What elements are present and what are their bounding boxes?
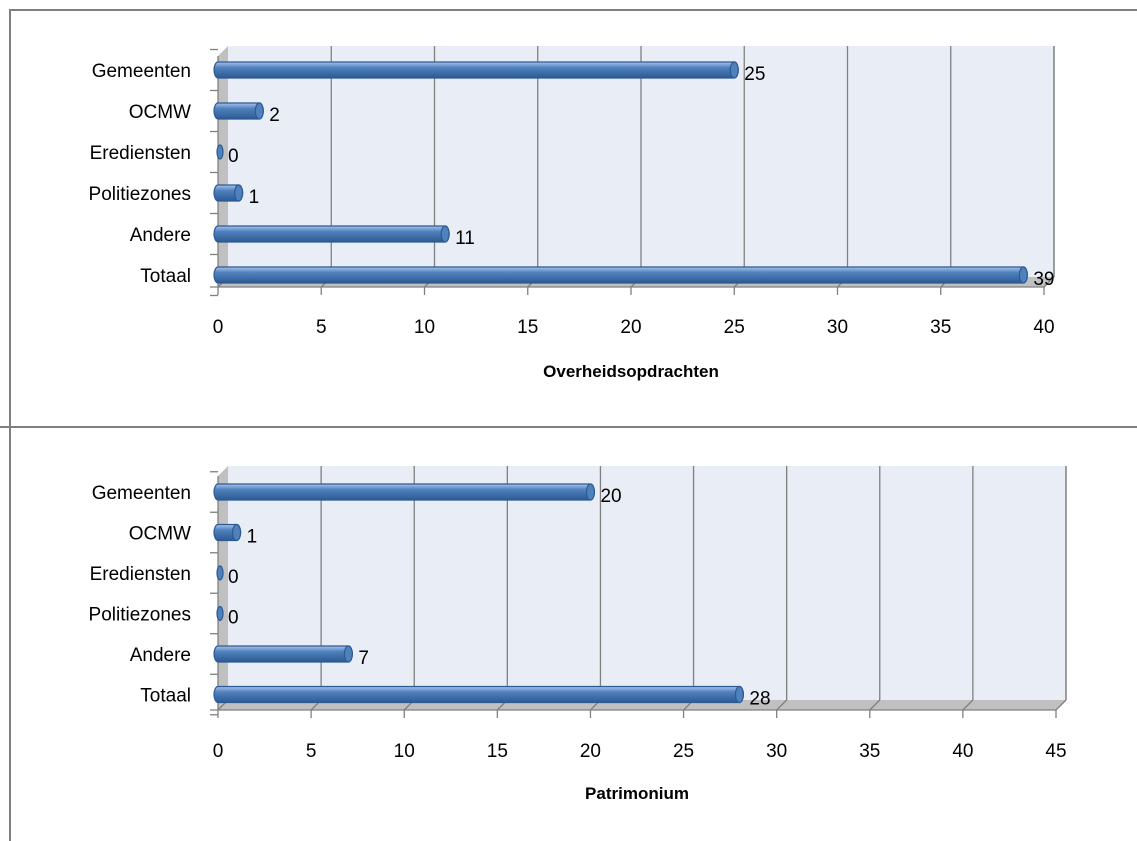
bar-gemeenten bbox=[213, 61, 739, 79]
bar-body bbox=[213, 645, 353, 663]
x-tick-label: 45 bbox=[1045, 741, 1066, 762]
data-label-gemeenten: 25 bbox=[744, 64, 765, 85]
floor-gridline-9 bbox=[1055, 699, 1067, 711]
chart-border-top bbox=[9, 9, 1137, 11]
chart-border-left-bottom bbox=[9, 428, 11, 841]
category-label-ocmw: OCMW bbox=[129, 524, 191, 545]
data-label-erediensten: 0 bbox=[228, 146, 239, 167]
x-tick-label: 10 bbox=[414, 317, 435, 338]
bar-erediensten bbox=[216, 565, 224, 581]
x-tick-label: 15 bbox=[487, 741, 508, 762]
data-label-andere: 11 bbox=[455, 228, 475, 249]
bar-ocmw bbox=[213, 102, 264, 120]
bar-end-cap bbox=[585, 483, 596, 501]
x-tick-label: 15 bbox=[517, 317, 538, 338]
bar-body bbox=[213, 266, 1028, 284]
plot-side-wall bbox=[218, 46, 228, 287]
floor-gridline-6 bbox=[776, 699, 788, 711]
x-tick-label: 35 bbox=[930, 317, 951, 338]
bar-andere bbox=[213, 225, 450, 243]
bar-totaal bbox=[213, 685, 745, 704]
bar-zero-cap bbox=[216, 565, 224, 581]
x-tick-label: 5 bbox=[306, 741, 317, 762]
x-tick-label: 20 bbox=[620, 317, 641, 338]
bar-body bbox=[213, 61, 739, 79]
bar-end-cap bbox=[729, 61, 739, 79]
category-label-politiezones: Politiezones bbox=[89, 605, 191, 626]
category-label-gemeenten: Gemeenten bbox=[92, 483, 191, 504]
x-tick-label: 20 bbox=[580, 741, 601, 762]
data-label-erediensten: 0 bbox=[228, 567, 239, 588]
bar-gemeenten bbox=[213, 483, 596, 501]
bar-end-cap bbox=[440, 225, 450, 243]
bar-politiezones bbox=[213, 184, 244, 202]
data-label-ocmw: 1 bbox=[247, 527, 258, 548]
bar-end-cap bbox=[254, 102, 264, 120]
plot-side-wall bbox=[218, 466, 228, 710]
bar-zero-cap bbox=[216, 605, 224, 622]
bar-totaal bbox=[213, 266, 1028, 284]
data-label-politiezones: 0 bbox=[228, 608, 239, 629]
data-label-gemeenten: 20 bbox=[600, 486, 621, 507]
bar-end-cap bbox=[1018, 266, 1028, 284]
x-tick-label: 10 bbox=[394, 741, 415, 762]
floor-gridline-7 bbox=[869, 699, 881, 711]
bar-ocmw bbox=[213, 523, 242, 542]
category-label-gemeenten: Gemeenten bbox=[92, 61, 191, 82]
x-tick-label: 30 bbox=[827, 317, 848, 338]
data-label-totaal: 28 bbox=[749, 689, 770, 710]
bar-end-cap bbox=[234, 184, 244, 202]
chart-svg-patrimonium: 0 5 10 15 20 25 30 35 40 45 Gemeenten 20 OCMW 1 Eredie… bbox=[89, 466, 1067, 803]
chart-patrimonium: 0 5 10 15 20 25 30 35 40 45 Gemeenten 20 OCMW 1 Eredie… bbox=[0, 428, 1137, 841]
bar-erediensten bbox=[216, 144, 224, 160]
category-label-erediensten: Erediensten bbox=[90, 143, 191, 164]
data-label-andere: 7 bbox=[358, 648, 369, 669]
category-label-erediensten: Erediensten bbox=[90, 564, 191, 585]
category-label-politiezones: Politiezones bbox=[89, 184, 191, 205]
bar-andere bbox=[213, 645, 353, 663]
category-label-andere: Andere bbox=[130, 225, 191, 246]
x-tick-label: 25 bbox=[673, 741, 694, 762]
bar-body bbox=[213, 685, 744, 704]
bar-zero-cap bbox=[216, 144, 224, 160]
data-label-politiezones: 1 bbox=[249, 187, 260, 208]
chart-border-left bbox=[9, 9, 11, 428]
floor-gridline-8 bbox=[962, 699, 974, 711]
x-axis-title: Overheidsopdrachten bbox=[543, 362, 719, 381]
x-tick-label: 5 bbox=[316, 317, 327, 338]
bar-end-cap bbox=[343, 645, 353, 663]
chart-overheidsopdrachten: 0 5 10 15 20 25 30 35 40 Gemeenten 25 OCMW 2 Erediens… bbox=[9, 9, 1137, 428]
bar-end-cap bbox=[232, 523, 242, 542]
data-label-totaal: 39 bbox=[1033, 269, 1054, 290]
x-tick-label: 0 bbox=[213, 741, 224, 762]
category-label-ocmw: OCMW bbox=[129, 102, 191, 123]
x-tick-label: 25 bbox=[724, 317, 745, 338]
bar-body bbox=[213, 483, 596, 501]
category-label-totaal: Totaal bbox=[140, 686, 191, 707]
category-label-totaal: Totaal bbox=[140, 266, 191, 287]
bar-end-cap bbox=[734, 685, 745, 704]
x-tick-label: 35 bbox=[859, 741, 880, 762]
category-label-andere: Andere bbox=[130, 645, 191, 666]
floor-gridline-8 bbox=[1043, 276, 1055, 288]
data-label-ocmw: 2 bbox=[269, 105, 280, 126]
bar-body bbox=[213, 225, 450, 243]
x-tick-label: 30 bbox=[766, 741, 787, 762]
x-tick-label: 0 bbox=[213, 317, 224, 338]
bar-politiezones bbox=[216, 605, 224, 622]
x-tick-label: 40 bbox=[1033, 317, 1054, 338]
plot-back-wall bbox=[228, 466, 1066, 700]
x-tick-label: 40 bbox=[952, 741, 973, 762]
x-axis-title: Patrimonium bbox=[585, 784, 689, 803]
